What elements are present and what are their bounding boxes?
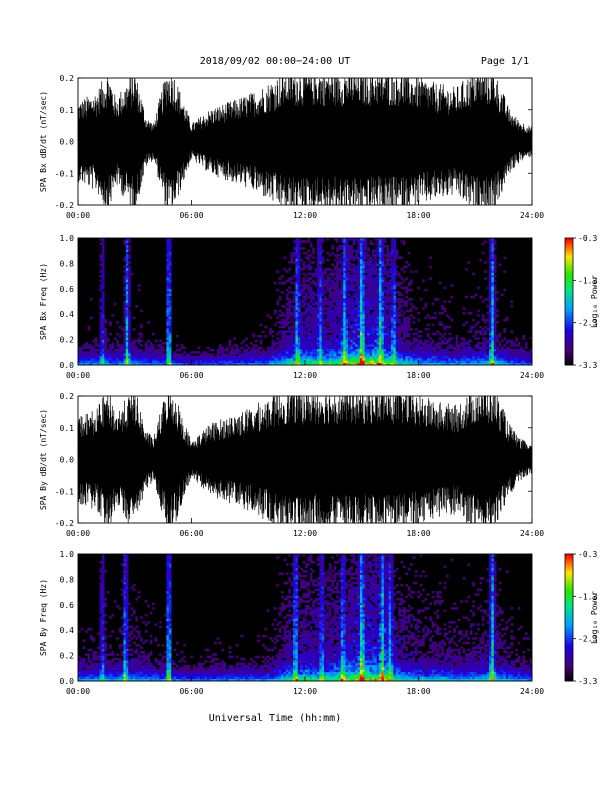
y-tick-label: -0.1 [55, 169, 74, 178]
x-tick-label: 12:00 [293, 371, 317, 380]
y-tick-label: 0.2 [60, 336, 75, 345]
colorbar-label: Log₁₀ Power [590, 591, 599, 644]
x-tick-label: 24:00 [520, 687, 544, 696]
y-tick-label: 0.4 [60, 310, 75, 319]
panel-1: -0.2 -0.1 0.0 0.1 0.2 00:00 06:00 12:00 18:00 24:… [39, 74, 544, 220]
x-tick-label: 18:00 [406, 371, 430, 380]
x-tick-label: 06:00 [179, 687, 203, 696]
y-tick-label: 0.1 [60, 424, 75, 433]
y-tick-label: 0.0 [60, 361, 75, 370]
y-tick-label: 0.0 [60, 456, 75, 465]
colorbar: -0.3 -1.3 -2.3 -3.3 Log₁₀ Power [564, 550, 599, 686]
x-axis-title: Universal Time (hh:mm) [209, 713, 341, 724]
colorbar-tick-label: -1.3 [578, 276, 597, 285]
figure-title: 2018/09/02 00:00−24:00 UT [200, 56, 351, 67]
colorbar-tick-label: -3.3 [578, 677, 597, 686]
x-tick-label: 24:00 [520, 211, 544, 220]
x-tick-label: 18:00 [406, 529, 430, 538]
y-tick-label: 1.0 [60, 550, 75, 559]
y-axis-label: SPA Bx Freq (Hz) [39, 263, 48, 340]
trace-core [78, 430, 532, 489]
x-tick-label: 24:00 [520, 529, 544, 538]
colorbar-tick-label: -1.3 [578, 592, 597, 601]
y-tick-label: 0.8 [60, 259, 75, 268]
colorbar-tick-label: -2.3 [578, 319, 597, 328]
panel-2: -0.3 -1.3 -2.3 -3.3 Log₁₀ Power 0.0 0.2 0.4 0.6 0… [39, 234, 599, 380]
page-indicator: Page 1/1 [481, 56, 529, 67]
x-tick-label: 06:00 [179, 211, 203, 220]
x-tick-label: 00:00 [66, 529, 90, 538]
x-tick-label: 00:00 [66, 687, 90, 696]
x-tick-label: 24:00 [520, 371, 544, 380]
y-tick-label: 0.4 [60, 626, 75, 635]
spectrogram-cells [78, 554, 533, 682]
panel-4: -0.3 -1.3 -2.3 -3.3 Log₁₀ Power 0.0 0.2 0.4 0.6 0… [39, 550, 599, 696]
x-tick-label: 00:00 [66, 371, 90, 380]
panel-3: -0.2 -0.1 0.0 0.1 0.2 00:00 06:00 12:00 18:00 24:… [39, 392, 544, 538]
x-tick-label: 18:00 [406, 211, 430, 220]
x-tick-label: 06:00 [179, 529, 203, 538]
x-tick-label: 18:00 [406, 687, 430, 696]
y-tick-label: 0.0 [60, 138, 75, 147]
x-tick-label: 06:00 [179, 371, 203, 380]
y-tick-label: -0.2 [55, 201, 74, 210]
bx-by-trace [77, 395, 533, 524]
y-tick-label: -0.2 [55, 519, 74, 528]
y-axis-label: SPA By dB/dt (nT/sec) [39, 409, 48, 510]
colorbar-tick-label: -3.3 [578, 361, 597, 370]
colorbar-tick-label: -2.3 [578, 635, 597, 644]
colorbar-tick-label: -0.3 [578, 234, 597, 243]
trace-core [78, 112, 532, 171]
y-tick-label: 0.1 [60, 106, 75, 115]
colorbar-label: Log₁₀ Power [590, 275, 599, 328]
x-tick-label: 12:00 [293, 211, 317, 220]
x-tick-label: 12:00 [293, 529, 317, 538]
x-tick-label: 00:00 [66, 211, 90, 220]
y-tick-label: 0.2 [60, 74, 75, 83]
y-tick-label: -0.1 [55, 487, 74, 496]
y-tick-label: 0.8 [60, 575, 75, 584]
spectrogram-cells [78, 238, 533, 366]
x-tick-label: 12:00 [293, 687, 317, 696]
y-tick-label: 0.6 [60, 601, 75, 610]
y-tick-label: 0.2 [60, 392, 75, 401]
colorbar-tick-label: -0.3 [578, 550, 597, 559]
y-tick-label: 1.0 [60, 234, 75, 243]
y-tick-label: 0.0 [60, 677, 75, 686]
y-axis-label: SPA Bx dB/dt (nT/sec) [39, 91, 48, 192]
y-tick-label: 0.6 [60, 285, 75, 294]
colorbar: -0.3 -1.3 -2.3 -3.3 Log₁₀ Power [564, 234, 599, 370]
y-axis-label: SPA By Freq (Hz) [39, 579, 48, 656]
y-tick-label: 0.2 [60, 652, 75, 661]
